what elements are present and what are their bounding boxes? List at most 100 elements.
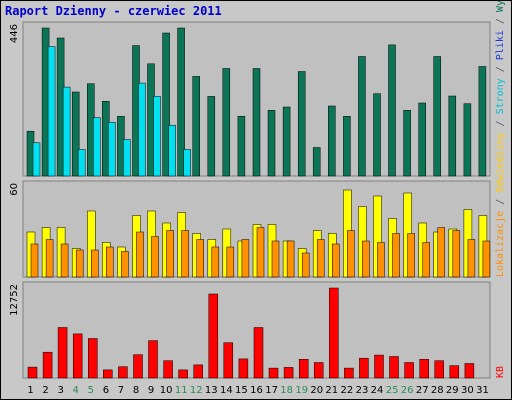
visits-bar-day-26 (403, 110, 411, 177)
kb-bar-day-1 (27, 366, 38, 379)
bottom-ymax-label: 12752 (9, 284, 20, 316)
visitors-bar-day-1 (30, 243, 39, 278)
legend-segment-0: Lokalizacje (495, 211, 506, 277)
legend-series-text: Lokalizacje / Odwiedziny / Strony / Plik… (495, 0, 506, 277)
pages-bar-day-9 (153, 96, 161, 177)
visits-bar-day-22 (343, 116, 351, 177)
pages-bar-day-7 (123, 139, 131, 177)
visitors-bar-day-17 (271, 240, 280, 278)
kb-bar-day-22 (344, 367, 354, 379)
pages-bar-day-5 (93, 117, 101, 177)
pages-bar-day-11 (183, 149, 191, 177)
x-label-day-13: 13 (205, 385, 218, 396)
visitors-bar-day-4 (75, 249, 84, 278)
pages-bar-day-2 (47, 46, 56, 177)
top-ymax-label: 446 (9, 24, 20, 43)
visitors-bar-day-21 (332, 243, 340, 278)
visitors-bar-day-7 (121, 251, 129, 278)
x-label-day-11: 11 (175, 385, 188, 396)
visitors-bar-day-22 (347, 230, 355, 278)
pages-bars (32, 46, 191, 177)
visitors-bar-day-13 (211, 246, 220, 278)
pages-bar-day-3 (62, 86, 71, 177)
legend-segment-5: / (495, 60, 506, 78)
kb-bar-day-24 (374, 354, 384, 379)
kb-bar-day-9 (148, 340, 158, 379)
legend-kb: KB (495, 366, 506, 378)
x-label-day-21: 21 (325, 385, 338, 396)
x-label-day-22: 22 (341, 385, 354, 396)
x-label-day-5: 5 (88, 385, 94, 396)
visitors-bar-day-3 (60, 243, 69, 278)
legend-segment-6: Pliki (495, 30, 506, 60)
visits-bar-day-19 (297, 71, 306, 177)
visits-bar-day-25 (388, 44, 396, 177)
visitors-bar-day-12 (196, 239, 204, 278)
visitors-bar-day-10 (166, 230, 174, 278)
visitors-bar-day-25 (392, 233, 400, 278)
x-label-day-12: 12 (190, 385, 203, 396)
visitors-bar-day-20 (316, 239, 325, 278)
visits-bar-day-27 (418, 102, 426, 177)
x-label-day-26: 26 (401, 385, 414, 396)
kb-bars (27, 287, 475, 379)
panels: 446 60 12752 (9, 21, 491, 379)
kb-bar-day-3 (57, 327, 68, 379)
visits-bar-day-16 (252, 68, 261, 177)
x-label-day-25: 25 (386, 385, 399, 396)
x-label-day-8: 8 (133, 385, 139, 396)
middle-ymax-label: 60 (9, 183, 20, 196)
visits-bar-day-23 (358, 56, 366, 177)
x-label-day-2: 2 (42, 385, 48, 396)
pages-bar-day-10 (168, 124, 176, 177)
visits-bar-day-10 (162, 32, 170, 177)
visitors-bar-day-30 (467, 239, 476, 278)
kb-bar-day-8 (133, 354, 143, 379)
kb-bar-day-29 (449, 365, 460, 379)
kb-bar-day-27 (419, 359, 429, 379)
visits-bar-day-12 (192, 76, 200, 177)
visits-bar-day-31 (478, 66, 487, 177)
x-label-day-7: 7 (118, 385, 124, 396)
visitors-bar-day-29 (452, 230, 461, 278)
kb-bar-day-12 (193, 364, 203, 379)
visitors-bar-day-8 (136, 231, 144, 278)
x-axis-labels: 1 2 3 4 5 6 7 8 9 10 11 12 13 14 15 16 17 18 19 20 21 22 23 24 2… (27, 385, 489, 396)
kb-bar-day-7 (118, 366, 128, 379)
kb-bar-day-18 (283, 367, 294, 379)
visitors-bar-day-27 (422, 242, 430, 278)
x-label-day-18: 18 (280, 385, 293, 396)
visitors-bar-day-9 (151, 236, 159, 278)
kb-bar-day-23 (359, 357, 369, 379)
kb-bar-day-20 (313, 362, 324, 379)
x-label-day-30: 30 (461, 385, 474, 396)
x-label-day-23: 23 (356, 385, 369, 396)
x-label-day-15: 15 (235, 385, 248, 396)
visitors-bar-day-6 (106, 246, 114, 278)
visitors-bar-day-26 (407, 233, 415, 278)
visitors-bar-day-18 (286, 240, 295, 278)
legend-segment-2: Odwiedziny (495, 132, 506, 192)
visits-bar-day-30 (463, 103, 472, 177)
x-label-day-16: 16 (250, 385, 263, 396)
kb-bar-day-2 (42, 351, 53, 379)
kb-bar-day-13 (208, 293, 219, 379)
kb-bar-day-4 (72, 333, 83, 379)
pages-bar-day-4 (77, 149, 86, 177)
visitors-bar-day-23 (362, 240, 370, 278)
visitors-bar-day-15 (241, 239, 250, 278)
visitors-bar-day-5 (91, 249, 99, 278)
x-label-day-10: 10 (160, 385, 173, 396)
visitors-bar-day-31 (482, 240, 491, 278)
right-legend: Lokalizacje / Odwiedziny / Strony / Plik… (495, 0, 506, 378)
visits-bar-day-28 (433, 56, 441, 177)
kb-bar-day-28 (434, 360, 444, 379)
kb-bar-day-19 (298, 359, 309, 379)
legend-segment-3: / (495, 114, 506, 132)
visitors-bar-day-16 (256, 227, 265, 278)
x-label-day-31: 31 (476, 385, 489, 396)
visits-bar-day-18 (282, 106, 291, 177)
visits-bar-day-21 (328, 105, 336, 177)
x-label-day-1: 1 (27, 385, 33, 396)
